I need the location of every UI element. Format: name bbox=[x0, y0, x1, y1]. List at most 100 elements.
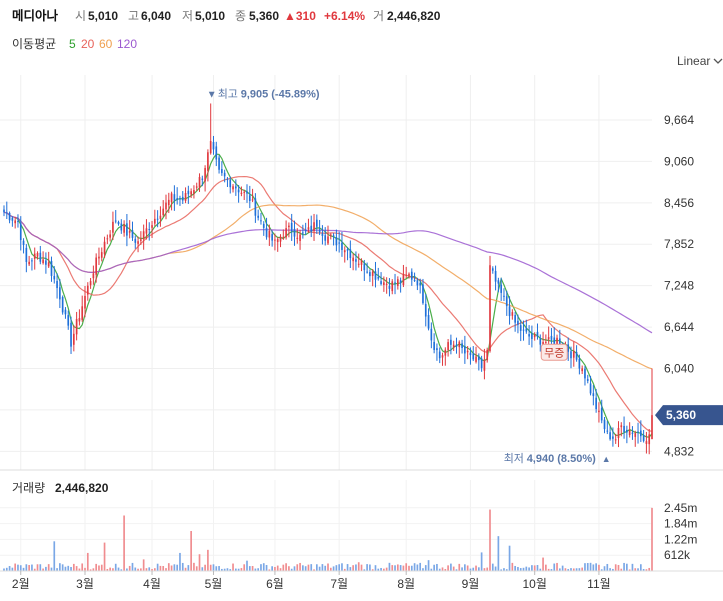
scale-selector-label[interactable]: Linear bbox=[677, 54, 710, 68]
volume-bar bbox=[461, 567, 463, 571]
candle bbox=[427, 308, 430, 331]
candle bbox=[232, 184, 234, 193]
volume-bar bbox=[232, 563, 234, 571]
volume-bar bbox=[67, 565, 70, 571]
volume-bar bbox=[623, 562, 625, 571]
candle-body bbox=[589, 383, 592, 394]
volume-bar bbox=[584, 563, 586, 571]
volume-bar bbox=[517, 566, 519, 571]
last-price-tag-label: 5,360 bbox=[666, 408, 696, 422]
candle-body bbox=[338, 242, 341, 244]
candle bbox=[268, 224, 271, 246]
volume-bar bbox=[631, 563, 634, 571]
scale-selector[interactable]: Linear bbox=[677, 54, 723, 68]
volume-bar bbox=[296, 564, 299, 571]
candle-body bbox=[304, 229, 307, 232]
event-marker[interactable]: 무증 bbox=[540, 343, 568, 361]
candle-body bbox=[603, 419, 606, 430]
volume-bar bbox=[156, 563, 159, 571]
volume-bar bbox=[609, 568, 611, 571]
candle-body bbox=[246, 191, 248, 194]
candle bbox=[438, 347, 441, 364]
event-marker-box[interactable] bbox=[540, 343, 568, 361]
candle bbox=[123, 220, 125, 237]
candle bbox=[296, 228, 299, 244]
volume-bar bbox=[190, 530, 192, 571]
volume-bar bbox=[193, 562, 195, 571]
candle-body bbox=[486, 349, 489, 361]
candle bbox=[307, 218, 310, 233]
candle bbox=[126, 214, 128, 247]
x-tick-label: 10월 bbox=[522, 577, 546, 591]
candle bbox=[299, 229, 301, 250]
stock-name: 메디아나 bbox=[12, 8, 59, 23]
candle-body bbox=[464, 346, 466, 354]
candle-body bbox=[419, 282, 422, 286]
candle-body bbox=[207, 152, 209, 171]
ma-legend-60[interactable]: 60 bbox=[99, 37, 113, 51]
candle bbox=[500, 277, 503, 301]
candle bbox=[396, 276, 399, 290]
candle-body bbox=[39, 252, 42, 262]
candle-body bbox=[628, 430, 631, 436]
candle bbox=[433, 333, 435, 354]
volume-bar bbox=[447, 565, 449, 571]
candle-body bbox=[606, 430, 609, 432]
candle bbox=[310, 215, 313, 238]
candle-body bbox=[170, 193, 173, 203]
ma-legend-label: 이동평균 bbox=[12, 37, 56, 51]
high-label: 고 bbox=[128, 9, 139, 23]
candle-body bbox=[212, 141, 215, 150]
candle-body bbox=[151, 225, 153, 228]
candle-body bbox=[251, 199, 254, 201]
candle bbox=[279, 234, 282, 248]
volume-bar bbox=[307, 564, 310, 571]
candle bbox=[436, 343, 438, 361]
candle bbox=[567, 337, 570, 361]
ma-legend-5[interactable]: 5 bbox=[69, 37, 76, 51]
volume-bar bbox=[195, 566, 198, 571]
volume-bar bbox=[600, 569, 603, 571]
volume-bar bbox=[22, 567, 25, 571]
volume-bar bbox=[578, 568, 581, 571]
volume-bar bbox=[313, 569, 315, 571]
candle-body bbox=[114, 220, 117, 222]
candle bbox=[5, 201, 8, 220]
candle-body bbox=[461, 343, 463, 349]
candle-body bbox=[433, 341, 435, 350]
high-value: 6,040 bbox=[141, 9, 171, 23]
chevron-down-icon[interactable] bbox=[713, 58, 723, 64]
candle-body bbox=[142, 231, 145, 239]
volume-tick-label: 612k bbox=[664, 548, 691, 562]
volume-bar bbox=[620, 568, 623, 571]
candle-body bbox=[511, 312, 514, 316]
candle-body bbox=[556, 337, 558, 345]
high-annotation-label: 최고 bbox=[218, 87, 238, 100]
volume-bar bbox=[595, 563, 597, 571]
candle-body bbox=[299, 234, 301, 241]
volume-bar bbox=[17, 564, 19, 571]
candle-body bbox=[514, 315, 516, 323]
candle-body bbox=[567, 344, 570, 352]
volume-bar bbox=[293, 566, 296, 571]
candle bbox=[117, 220, 120, 226]
volume-bar bbox=[165, 568, 167, 571]
candle bbox=[151, 220, 153, 239]
candle bbox=[42, 251, 44, 265]
price-grid bbox=[0, 75, 652, 470]
candle bbox=[159, 206, 162, 227]
event-marker-label[interactable]: 무증 bbox=[544, 347, 564, 359]
candle-body bbox=[539, 338, 542, 345]
candle-body bbox=[441, 355, 444, 358]
candle bbox=[315, 214, 318, 234]
volume-bar bbox=[648, 567, 651, 571]
volume-bar bbox=[360, 564, 363, 571]
volume-bar bbox=[128, 565, 131, 571]
candle bbox=[589, 375, 592, 396]
ma-legend-120[interactable]: 120 bbox=[117, 37, 137, 51]
candle bbox=[586, 374, 589, 384]
candle bbox=[355, 251, 357, 271]
ma-legend-20[interactable]: 20 bbox=[81, 37, 95, 51]
volume-bar bbox=[533, 565, 536, 571]
